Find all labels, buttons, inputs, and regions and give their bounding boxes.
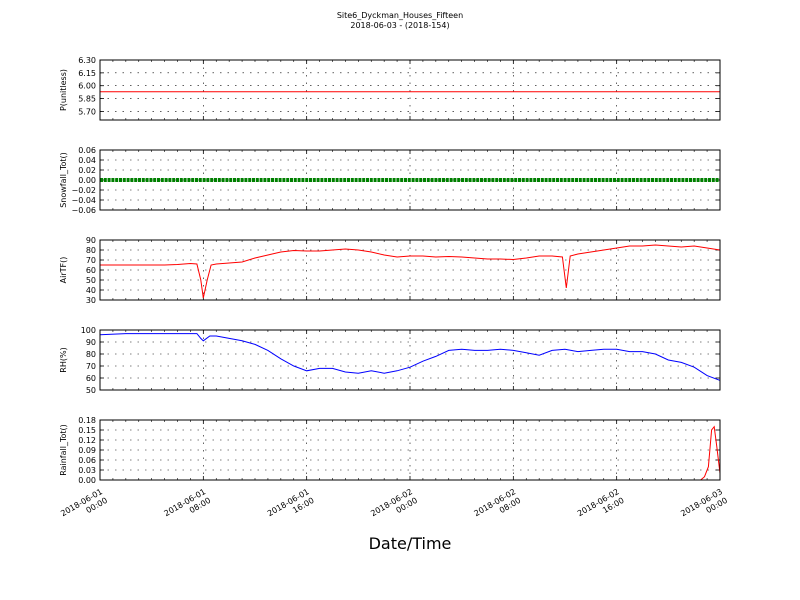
panel-frame: [99, 419, 721, 481]
y-tick-label: −0.04: [71, 196, 96, 205]
x-tick-label: 2018-06-0200:00: [369, 487, 419, 527]
panel-frame: [99, 59, 721, 121]
panel-frame: [99, 329, 721, 391]
panel-frame: [99, 239, 721, 301]
x-tick-label: 2018-06-0116:00: [266, 487, 316, 527]
series-line: [100, 244, 720, 299]
y-tick-label: −0.02: [71, 186, 96, 195]
y-tick-label: 0.02: [78, 166, 96, 175]
y-tick-label: 6.15: [78, 69, 96, 78]
y-tick-label: −0.06: [71, 206, 96, 215]
y-tick-label: 50: [86, 276, 96, 285]
y-tick-label: 0.00: [78, 176, 96, 185]
y-tick-label: 70: [86, 256, 96, 265]
y-tick-label: 6.00: [78, 82, 96, 91]
y-axis-label: P(unitless): [59, 69, 68, 111]
y-tick-label: 0.12: [78, 436, 96, 445]
panel-1: 0.060.040.020.00−0.02−0.04−0.06Snowfall_…: [59, 146, 721, 215]
y-tick-label: 40: [86, 286, 96, 295]
y-tick-label: 0.09: [78, 446, 96, 455]
y-tick-label: 5.85: [78, 95, 96, 104]
y-axis-label: RH(%): [59, 347, 68, 372]
y-axis-label: Rainfall_Tot(): [59, 424, 68, 476]
y-tick-label: 80: [86, 350, 96, 359]
x-tick-label: 2018-06-0300:00: [679, 487, 729, 527]
y-tick-label: 0.03: [78, 466, 96, 475]
y-tick-label: 60: [86, 374, 96, 383]
y-tick-label: 70: [86, 362, 96, 371]
panel-3: 100 90 80 70 60 50 RH(%): [59, 326, 721, 395]
x-tick-label: 2018-06-0108:00: [163, 487, 213, 527]
y-tick-label: 80: [86, 246, 96, 255]
x-tick-label: 2018-06-0100:00: [59, 487, 109, 527]
y-tick-label: 60: [86, 266, 96, 275]
chart-title: Site6_Dyckman_Houses_Fifteen: [336, 11, 464, 20]
series-line: [100, 425, 720, 480]
panel-4: 0.180.150.120.090.060.030.00 Rainfall_Tot…: [59, 416, 721, 485]
series-line: [100, 333, 720, 381]
chart-subtitle: 2018-06-03 - (2018-154): [350, 21, 450, 30]
y-tick-label: 6.30: [78, 56, 96, 65]
y-tick-label: 0.04: [78, 156, 96, 165]
panel-0: 6.30 6.15 6.00 5.85 5.70 P(unitless): [59, 56, 721, 121]
y-tick-label: 0.00: [78, 476, 96, 485]
y-tick-label: 0.06: [78, 146, 96, 155]
y-axis-label: AirTF(): [59, 257, 68, 284]
y-tick-label: 50: [86, 386, 96, 395]
y-tick-label: 5.70: [78, 107, 96, 116]
y-tick-label: 90: [86, 236, 96, 245]
x-axis-label: Date/Time: [368, 534, 452, 553]
y-tick-label: 100: [81, 326, 96, 335]
panel-frame: [99, 149, 721, 211]
y-tick-label: 0.15: [78, 426, 96, 435]
x-tick-label: 2018-06-0216:00: [576, 487, 626, 527]
y-tick-label: 90: [86, 338, 96, 347]
y-tick-label: 0.06: [78, 456, 96, 465]
y-axis-label: Snowfall_Tot(): [59, 152, 68, 208]
x-tick-label: 2018-06-0208:00: [473, 487, 523, 527]
y-tick-label: 0.18: [78, 416, 96, 425]
y-tick-label: 30: [86, 296, 96, 305]
